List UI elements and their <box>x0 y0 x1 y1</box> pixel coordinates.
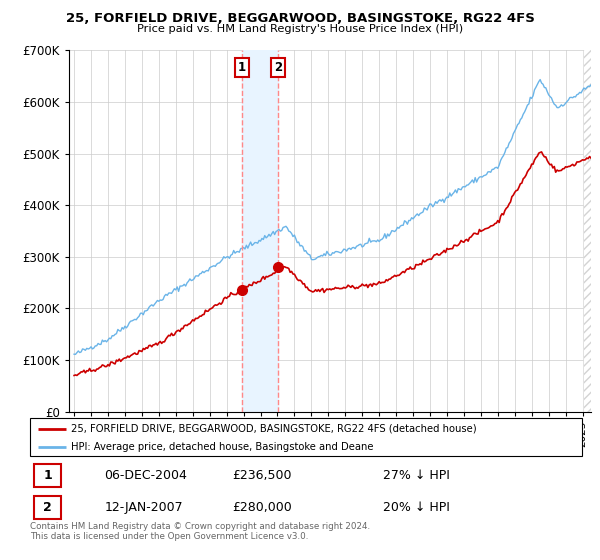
Text: Price paid vs. HM Land Registry's House Price Index (HPI): Price paid vs. HM Land Registry's House … <box>137 24 463 34</box>
Bar <box>242 50 278 412</box>
FancyBboxPatch shape <box>34 464 61 487</box>
Text: £280,000: £280,000 <box>232 501 292 514</box>
Text: 12-JAN-2007: 12-JAN-2007 <box>104 501 183 514</box>
Text: 2: 2 <box>274 61 282 74</box>
Text: 25, FORFIELD DRIVE, BEGGARWOOD, BASINGSTOKE, RG22 4FS (detached house): 25, FORFIELD DRIVE, BEGGARWOOD, BASINGST… <box>71 423 477 433</box>
Text: 1: 1 <box>43 469 52 482</box>
Text: 2: 2 <box>43 501 52 514</box>
Text: 1: 1 <box>238 61 246 74</box>
Bar <box>584 50 591 412</box>
Text: 06-DEC-2004: 06-DEC-2004 <box>104 469 187 482</box>
FancyBboxPatch shape <box>30 418 582 456</box>
FancyBboxPatch shape <box>34 496 61 519</box>
Text: 25, FORFIELD DRIVE, BEGGARWOOD, BASINGSTOKE, RG22 4FS: 25, FORFIELD DRIVE, BEGGARWOOD, BASINGST… <box>65 12 535 25</box>
Bar <box>584 50 591 412</box>
Text: HPI: Average price, detached house, Basingstoke and Deane: HPI: Average price, detached house, Basi… <box>71 442 374 452</box>
Text: 27% ↓ HPI: 27% ↓ HPI <box>383 469 450 482</box>
Text: 20% ↓ HPI: 20% ↓ HPI <box>383 501 450 514</box>
Text: Contains HM Land Registry data © Crown copyright and database right 2024.
This d: Contains HM Land Registry data © Crown c… <box>30 522 370 542</box>
Text: £236,500: £236,500 <box>232 469 292 482</box>
